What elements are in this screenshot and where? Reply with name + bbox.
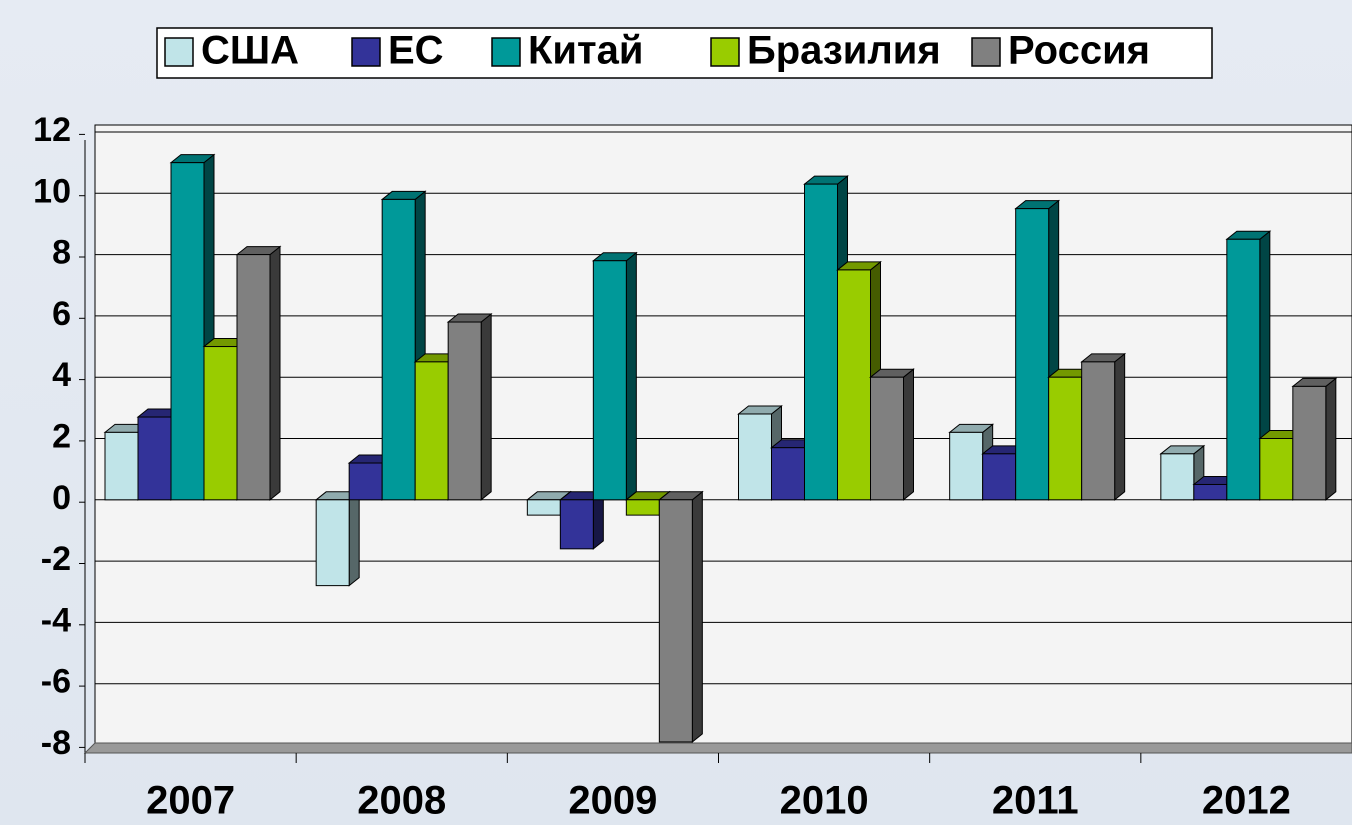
- y-tick-label: 4: [52, 356, 71, 394]
- bar-side: [348, 490, 360, 587]
- bar-front: [1081, 361, 1116, 501]
- bar-front: [1160, 453, 1195, 501]
- bar-front: [625, 499, 660, 516]
- legend-label: Россия: [1008, 29, 1150, 73]
- bar-side: [903, 368, 914, 501]
- y-tick-label: 10: [33, 172, 71, 210]
- x-tick-label: 2010: [780, 779, 869, 823]
- bar: [1291, 377, 1338, 501]
- bar-side: [480, 312, 492, 501]
- y-tick-label: 8: [52, 234, 71, 272]
- bar-front: [381, 198, 416, 501]
- bar-front: [1226, 238, 1261, 501]
- bar-front: [592, 260, 627, 501]
- bar: [1080, 352, 1127, 501]
- bar: [591, 251, 638, 501]
- bar-front: [315, 499, 350, 587]
- bar-front: [447, 321, 482, 501]
- x-tick-label: 2012: [1202, 779, 1291, 823]
- legend-swatch: [491, 37, 521, 67]
- bar: [869, 368, 915, 501]
- legend-swatch: [351, 37, 381, 67]
- bar-side: [1114, 352, 1126, 501]
- x-tick-label: 2007: [146, 779, 235, 823]
- legend-label: ЕС: [388, 29, 444, 73]
- bar: [558, 490, 605, 550]
- bar-side: [1325, 377, 1337, 501]
- plot-area: [94, 124, 1352, 744]
- bar-front: [1015, 208, 1050, 501]
- legend-label: США: [201, 29, 299, 73]
- bar: [657, 490, 704, 743]
- bar: [202, 337, 249, 501]
- bar-front: [738, 413, 772, 501]
- y-tick-label: 2: [52, 417, 71, 455]
- bar: [803, 175, 849, 501]
- bar-front: [1292, 385, 1327, 501]
- bar-front: [1259, 438, 1294, 501]
- y-tick-label: -6: [41, 663, 71, 701]
- bar-front: [348, 462, 383, 501]
- bar-front: [203, 346, 238, 501]
- x-tick-label: 2008: [357, 779, 446, 823]
- floor: [83, 742, 1352, 754]
- bar-side: [269, 245, 281, 501]
- bar: [1225, 230, 1272, 501]
- x-tick-label: 2011: [992, 779, 1079, 823]
- bar-front: [137, 416, 172, 501]
- bar-front: [982, 453, 1017, 501]
- bar-front: [104, 431, 139, 501]
- y-tick-label: -8: [41, 724, 71, 762]
- bar: [446, 312, 493, 501]
- bar-front: [526, 499, 561, 516]
- x-tick-label: 2009: [568, 779, 657, 823]
- bar-side: [625, 251, 637, 501]
- legend-swatch: [971, 37, 1001, 67]
- bar-front: [804, 183, 838, 501]
- bar: [314, 490, 361, 587]
- bar-front: [414, 361, 449, 501]
- bar-front: [870, 376, 904, 501]
- bar: [380, 190, 427, 501]
- legend-label: Бразилия: [747, 29, 941, 73]
- bar-front: [658, 499, 693, 743]
- bar-front: [559, 499, 594, 550]
- legend-box: [156, 27, 1213, 79]
- bar-front: [837, 269, 871, 501]
- bar-front: [1048, 376, 1083, 501]
- bar-side: [592, 490, 604, 550]
- y-tick-label: 6: [52, 295, 71, 333]
- bar-front: [236, 254, 271, 501]
- bar-side: [691, 490, 703, 743]
- y-tick-label: -4: [41, 601, 71, 639]
- y-tick-label: -2: [41, 540, 71, 578]
- bar-front: [771, 447, 805, 501]
- bar: [235, 245, 282, 501]
- legend-label: Китай: [528, 29, 643, 73]
- legend-swatch: [164, 37, 194, 67]
- y-tick-label: 12: [33, 111, 71, 149]
- bar-front: [170, 162, 205, 501]
- legend-swatch: [710, 37, 740, 67]
- y-tick-label: 0: [52, 479, 71, 517]
- bar-front: [949, 431, 984, 501]
- bar-front: [1193, 483, 1228, 501]
